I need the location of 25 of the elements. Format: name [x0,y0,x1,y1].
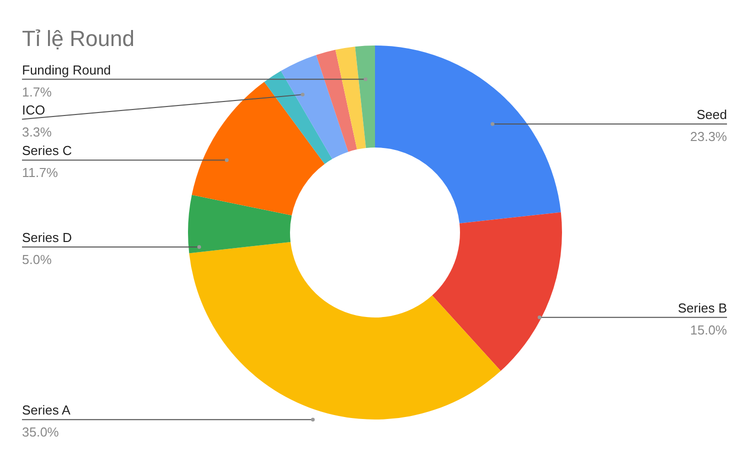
donut-slice [375,46,561,224]
data-label: 5.0% [22,252,52,267]
slice-label: Funding Round [22,62,111,78]
slice-label: ICO [22,102,46,118]
chart-title: Tỉ lệ Round [22,26,135,51]
slice-label: Series D [22,230,72,245]
donut-slice [335,46,366,150]
data-label: 15.0% [690,322,728,338]
donut-slice [316,50,357,152]
data-label: 1.7% [22,84,52,100]
slice-label: Series B [678,300,727,316]
slice-label: Seed [696,106,727,122]
donut-slice [432,212,562,371]
data-label: 35.0% [22,424,60,440]
donut-slice [192,82,325,216]
data-label: 23.3% [690,128,728,144]
donut-slice [264,70,332,164]
data-label: 3.3% [22,124,52,140]
data-label: 11.7% [22,165,58,180]
donut-slice [355,46,375,148]
slice-label: Series C [22,143,72,158]
donut-slice [189,242,501,420]
slice-label: Series A [22,402,71,418]
donut-slice [188,194,292,254]
donut-slice [280,55,348,160]
